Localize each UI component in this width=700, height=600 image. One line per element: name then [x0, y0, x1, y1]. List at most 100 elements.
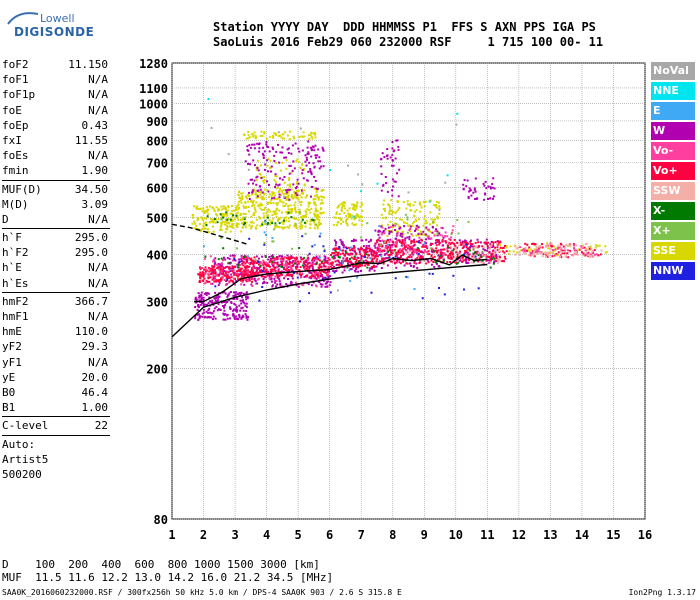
echo-point [242, 261, 245, 264]
echo-point [227, 221, 230, 224]
echo-point [259, 135, 262, 137]
echo-point [277, 218, 279, 221]
echo-point [435, 204, 438, 206]
echo-point [251, 280, 253, 283]
echo-point [301, 257, 304, 260]
echo-point [485, 243, 488, 246]
param-row: hmF2 366.7 [2, 294, 110, 309]
echo-point [217, 294, 220, 297]
echo-point [308, 292, 311, 295]
echo-point [209, 276, 212, 279]
echo-point [260, 269, 263, 272]
echo-point [466, 250, 468, 253]
echo-point [270, 258, 273, 261]
param-value: 11.150 [68, 58, 108, 71]
echo-point [404, 213, 407, 216]
echo-point [397, 224, 400, 227]
echo-point [477, 241, 480, 244]
echo-point [266, 159, 269, 162]
echo-point [496, 243, 499, 246]
echo-point [368, 249, 371, 252]
echo-point [499, 256, 502, 259]
echo-point [505, 245, 508, 247]
echo-point [313, 212, 316, 215]
echo-point [298, 194, 301, 197]
echo-point [304, 196, 307, 199]
echo-point [337, 254, 339, 257]
echo-point [421, 245, 424, 248]
echo-point [388, 241, 391, 243]
echo-point [387, 223, 389, 226]
echo-point [386, 264, 389, 267]
echo-point [198, 299, 201, 302]
echo-point [210, 301, 213, 304]
echo-point [482, 247, 485, 250]
echo-point [470, 239, 472, 242]
echo-point [274, 222, 277, 225]
echo-point [390, 245, 393, 248]
echo-point [220, 257, 223, 260]
echo-point [377, 245, 380, 248]
echo-point [293, 196, 296, 199]
echo-point [274, 280, 277, 282]
echo-point [387, 250, 390, 253]
echo-point [211, 278, 214, 281]
echo-point [204, 281, 207, 284]
echo-point [429, 230, 432, 233]
echo-point [370, 291, 373, 294]
echo-point [228, 267, 231, 270]
echo-point [276, 263, 279, 266]
echo-point [417, 226, 420, 229]
echo-point [265, 234, 267, 236]
echo-point [465, 259, 468, 262]
echo-point [455, 251, 458, 254]
echo-point [228, 277, 231, 280]
echo-point [275, 207, 278, 210]
echo-point [346, 218, 349, 220]
param-key: foEp [2, 118, 29, 132]
echo-point [309, 211, 312, 214]
echo-point [419, 204, 422, 207]
param-value: N/A [88, 73, 108, 87]
echo-point [499, 246, 502, 249]
echo-point [238, 304, 241, 307]
echo-point [312, 198, 315, 201]
echo-point [267, 146, 270, 149]
echo-point [309, 223, 312, 226]
echo-point [324, 259, 327, 262]
echo-point [405, 275, 408, 278]
echo-point [481, 252, 484, 255]
echo-point [358, 219, 361, 222]
echo-point [201, 228, 204, 231]
echo-point [382, 184, 385, 187]
echo-point [223, 220, 226, 223]
echo-point [383, 232, 386, 235]
echo-point [413, 260, 416, 263]
echo-point [193, 220, 196, 223]
echo-point [213, 275, 216, 278]
echo-point [417, 232, 420, 235]
echo-point [416, 252, 419, 255]
echo-point [449, 254, 452, 257]
echo-point [412, 249, 415, 252]
echo-point [469, 249, 472, 252]
echo-point [196, 313, 199, 316]
echo-point [270, 277, 273, 280]
echo-point [257, 169, 260, 172]
echo-point [252, 201, 255, 204]
echo-point [439, 234, 442, 237]
echo-point [560, 248, 563, 251]
echo-point [495, 253, 498, 256]
echo-point [223, 214, 226, 217]
echo-point [345, 219, 347, 222]
param-value: N/A [88, 276, 108, 290]
echo-point [551, 245, 554, 248]
echo-point [272, 264, 274, 267]
echo-point [386, 203, 389, 206]
echo-point [410, 240, 413, 243]
echo-point [217, 207, 220, 210]
echo-point [255, 179, 258, 182]
echo-point [433, 221, 436, 224]
echo-point [202, 224, 205, 227]
echo-point [352, 247, 355, 250]
